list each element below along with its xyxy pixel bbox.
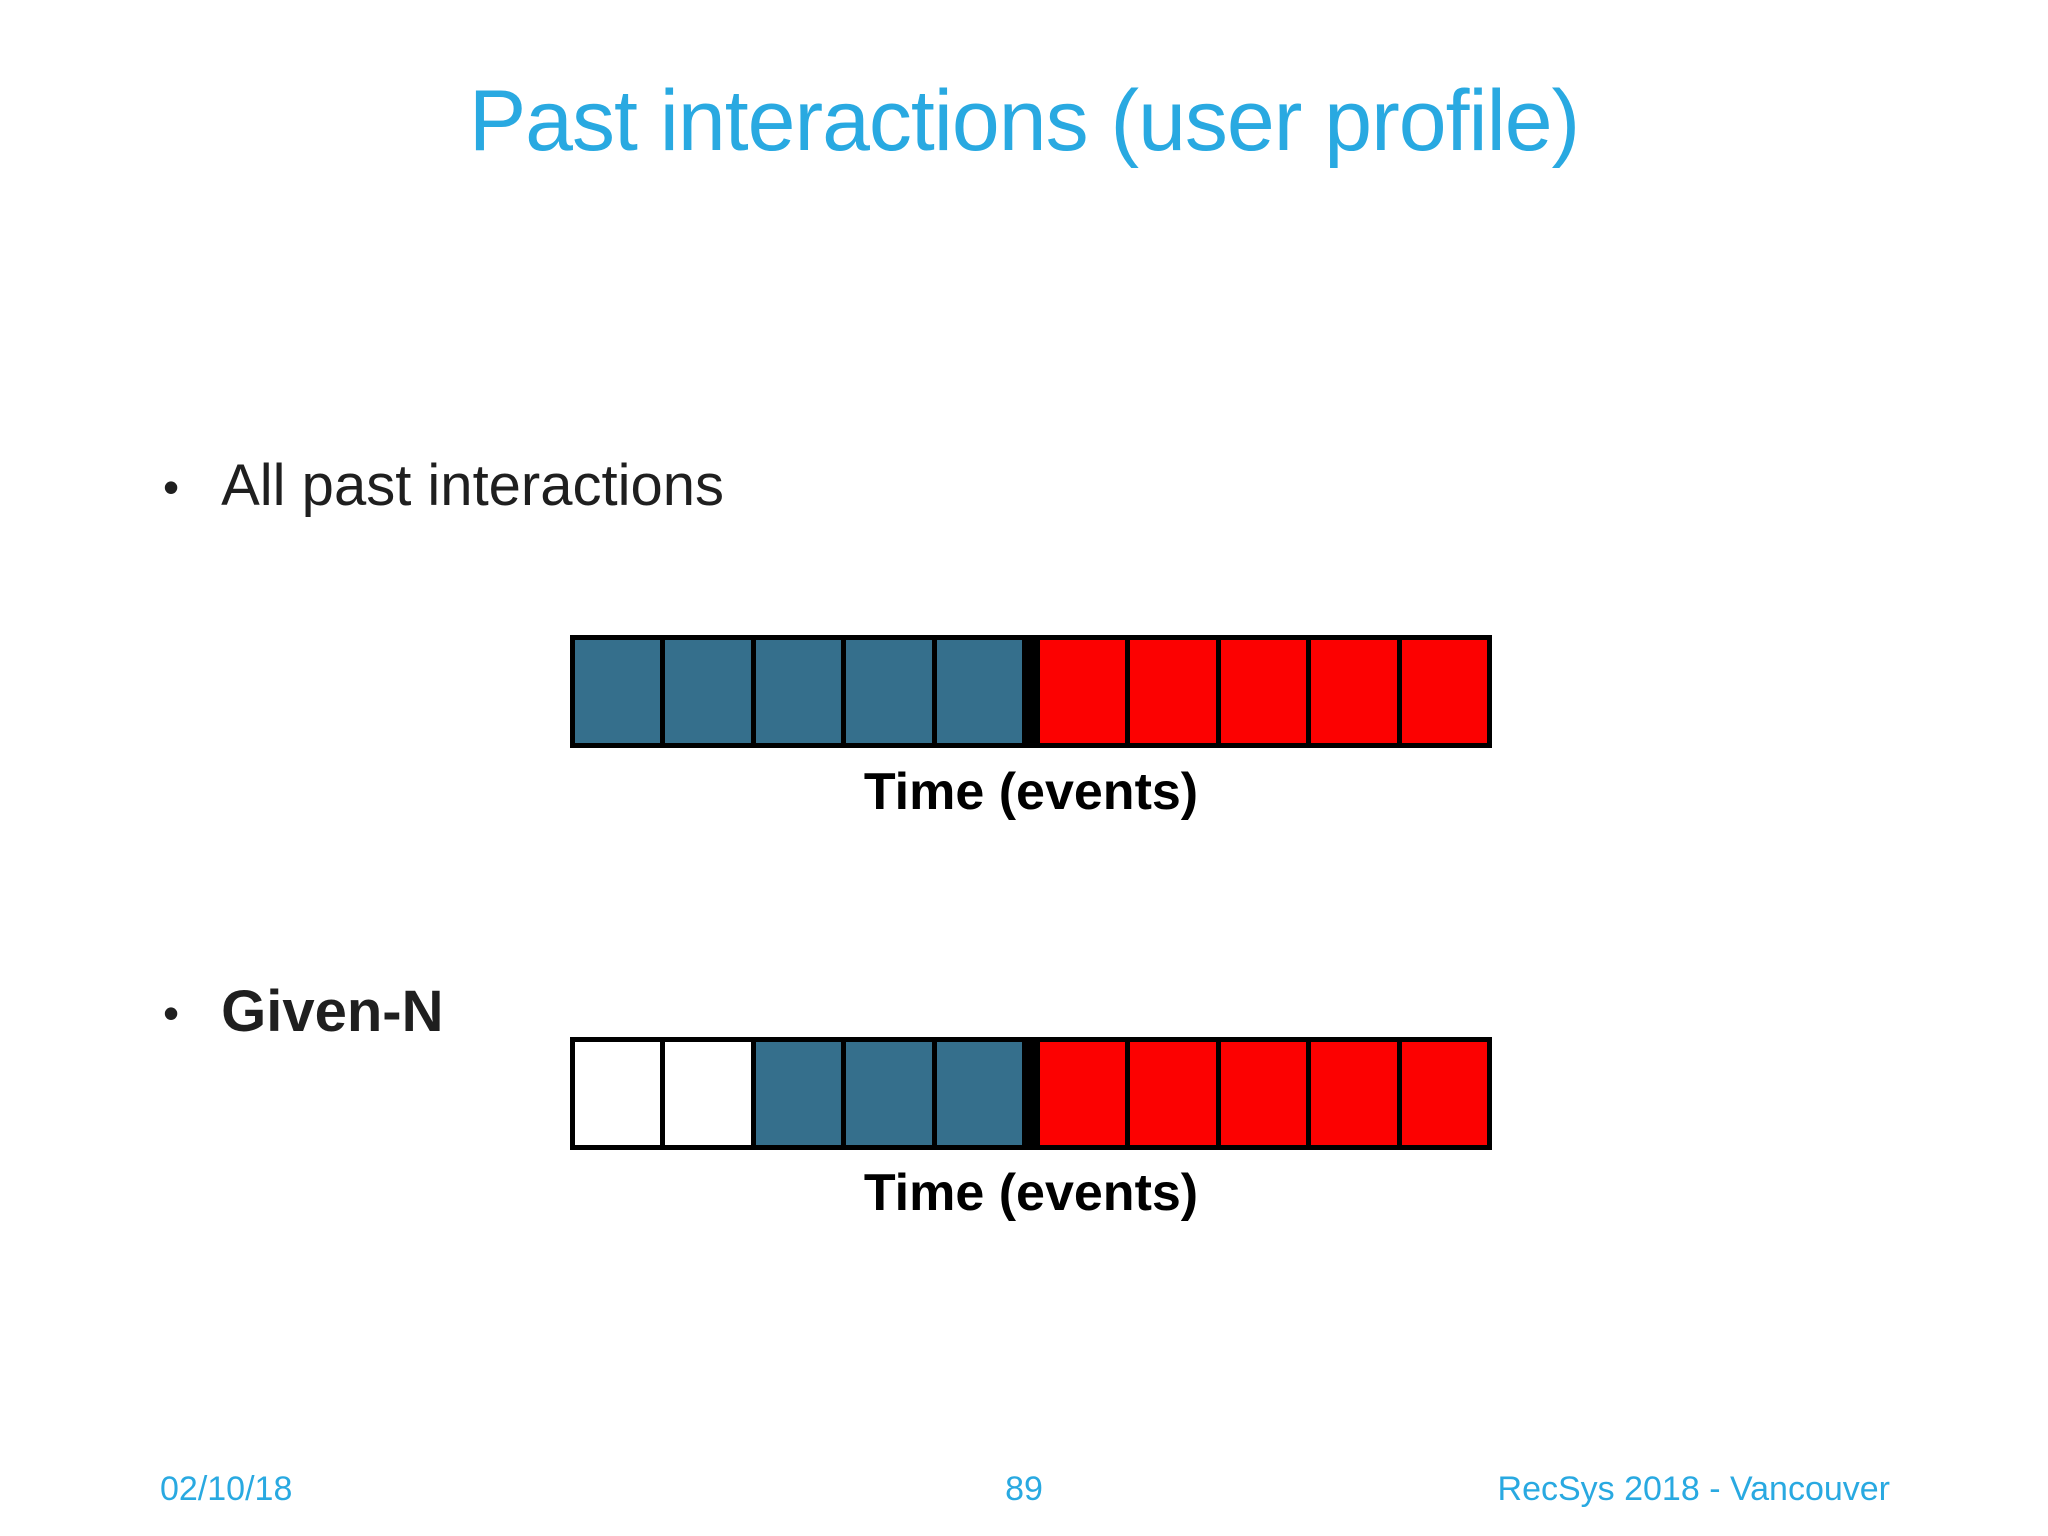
bullet-marker: • [163,461,180,513]
red-cell [1311,640,1397,743]
blue-cell [936,1042,1023,1145]
red-cell [1040,1042,1126,1145]
red-cell [1401,1042,1488,1145]
blue-cell [755,640,842,743]
bullet-marker: • [163,987,180,1039]
slide-title: Past interactions (user profile) [468,73,1580,169]
bullet-label-given-n: Given-N [221,979,444,1044]
bullet-item-given-n: • Given-N [163,978,443,1048]
time-axis-label: Time (events) [863,763,1199,821]
blue-cell [665,640,751,743]
blue-cell [936,640,1023,743]
footer-page-number: 89 [1005,1470,1043,1508]
footer-date: 02/10/18 [160,1470,293,1508]
bullet-label-all-past-interactions: All past interactions [221,453,725,518]
blue-cell [755,1042,842,1145]
red-cell [1130,1042,1216,1145]
blue-cell [846,640,932,743]
red-cell [1220,1042,1307,1145]
white-cell [575,1042,661,1145]
red-cell [1130,640,1216,743]
red-cell [1040,640,1126,743]
timeline-diagram-all-past [570,635,1492,748]
red-cell [1311,1042,1397,1145]
timeline-divider [1027,640,1036,743]
red-cell [1220,640,1307,743]
bullet-item-all-past-interactions: • All past interactions [163,452,724,522]
timeline-divider [1027,1042,1036,1145]
time-axis-label: Time (events) [863,1164,1199,1222]
timeline-diagram-given-n [570,1037,1492,1150]
blue-cell [846,1042,932,1145]
blue-cell [575,640,661,743]
footer-conference-name: RecSys 2018 - Vancouver [1497,1470,1890,1508]
red-cell [1401,640,1488,743]
white-cell [665,1042,751,1145]
